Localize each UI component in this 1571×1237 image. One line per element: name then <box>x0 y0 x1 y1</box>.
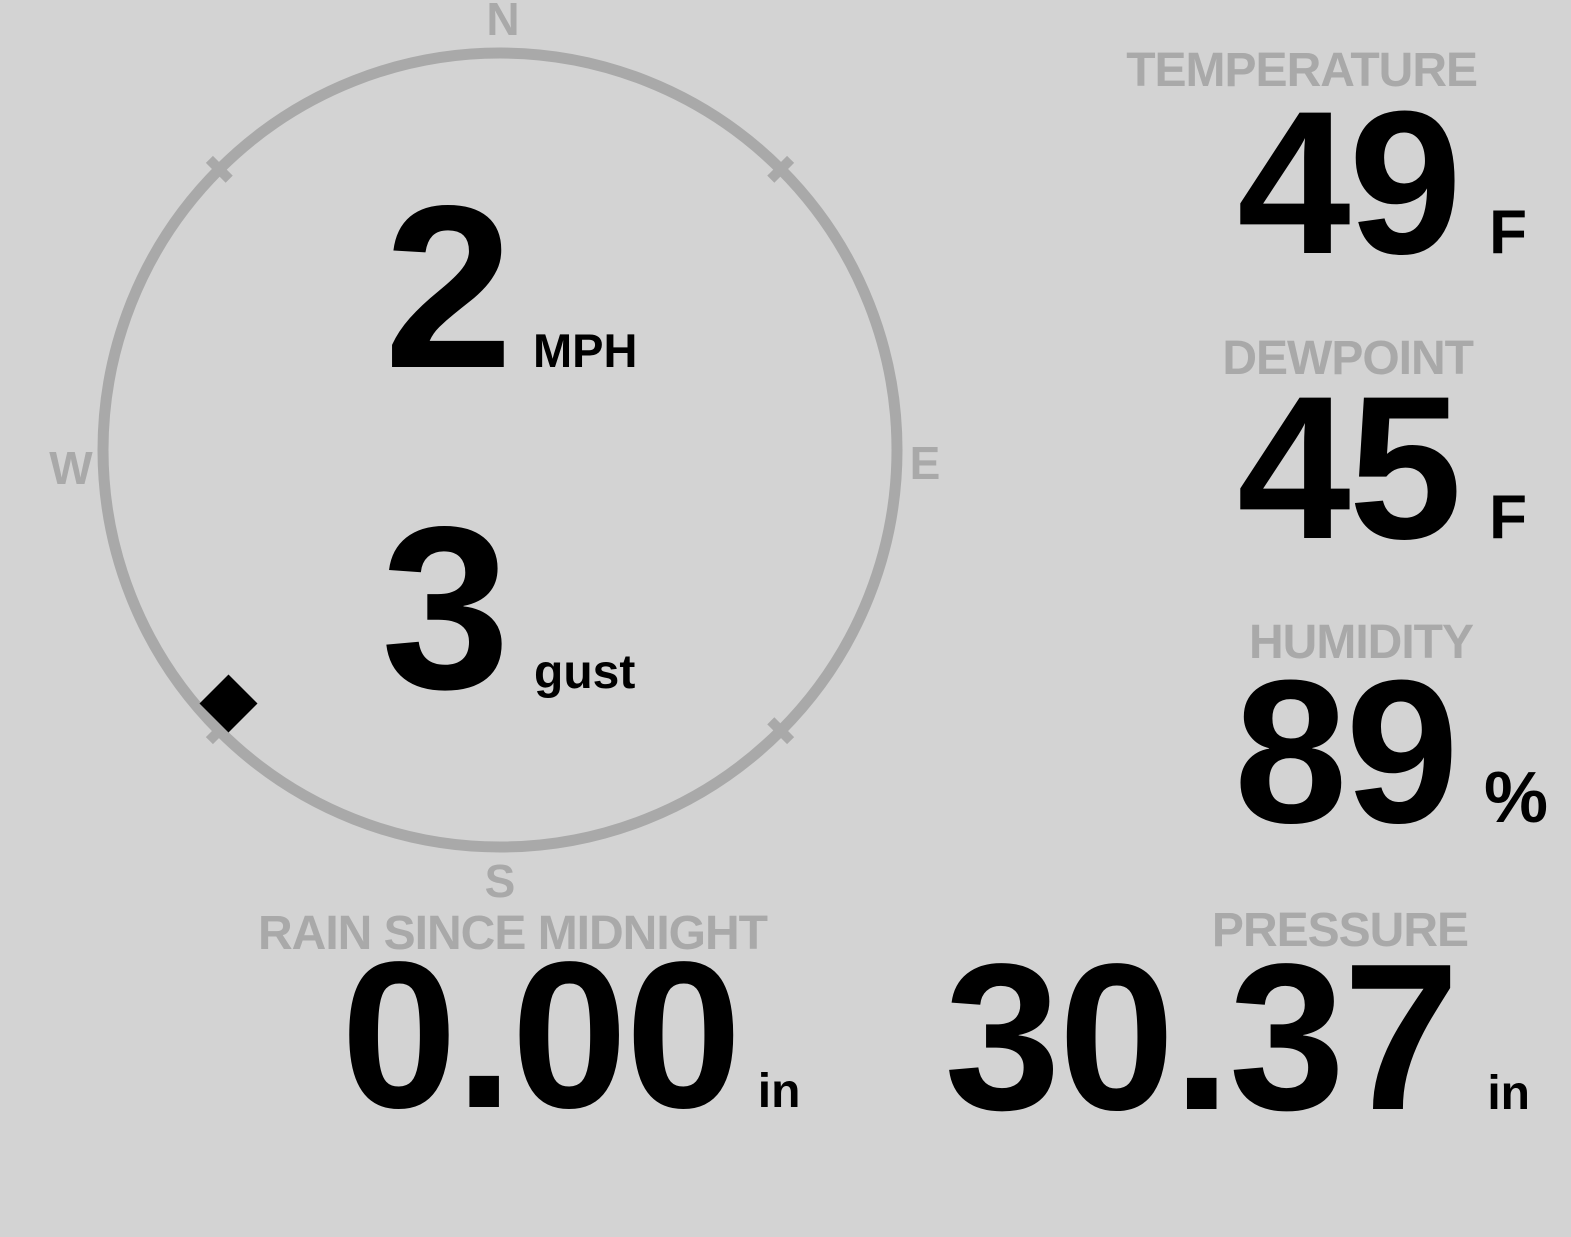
temperature-row: 49 F <box>1237 81 1527 285</box>
rain-row: 0.00 in <box>341 931 800 1140</box>
temperature-unit: F <box>1489 198 1527 267</box>
humidity-unit: % <box>1483 758 1548 838</box>
rain-unit: in <box>757 1065 801 1118</box>
humidity-label: HUMIDITY <box>1249 616 1474 669</box>
wind-speed-row: 2 MPH <box>384 172 637 404</box>
dewpoint-row: 45 F <box>1237 366 1527 570</box>
dewpoint-unit: F <box>1489 483 1527 552</box>
pressure-value: 30.37 <box>944 921 1459 1154</box>
compass-east-label: E <box>909 437 941 489</box>
humidity-value: 89 <box>1234 638 1459 866</box>
humidity-row: 89 % <box>1234 650 1548 854</box>
wind-direction-marker-icon <box>199 674 258 733</box>
wind-gust-row: 3 gust <box>381 493 635 725</box>
compass-ring <box>97 47 903 853</box>
compass-tick-se-icon <box>767 717 795 745</box>
dewpoint-value: 45 <box>1237 354 1462 582</box>
dewpoint-label: DEWPOINT <box>1222 332 1474 385</box>
wind-speed-value: 2 <box>384 158 513 417</box>
pressure-label: PRESSURE <box>1211 904 1469 957</box>
pressure-row: 30.37 in <box>944 933 1530 1142</box>
pressure-unit: in <box>1487 1067 1530 1120</box>
compass-tick-nw-icon <box>205 155 233 183</box>
rain-value: 0.00 <box>341 919 742 1152</box>
wind-speed-unit: MPH <box>533 324 638 377</box>
temperature-label: TEMPERATURE <box>1126 44 1478 97</box>
compass-north-label: N <box>486 0 520 45</box>
temperature-value: 49 <box>1237 69 1462 297</box>
compass-west-label: W <box>49 442 93 494</box>
compass-south-label: S <box>484 855 516 907</box>
compass-tick-ne-icon <box>767 155 795 183</box>
wind-gust-unit: gust <box>534 646 636 699</box>
rain-label: RAIN SINCE MIDNIGHT <box>258 907 768 960</box>
wind-gust-value: 3 <box>381 479 510 738</box>
